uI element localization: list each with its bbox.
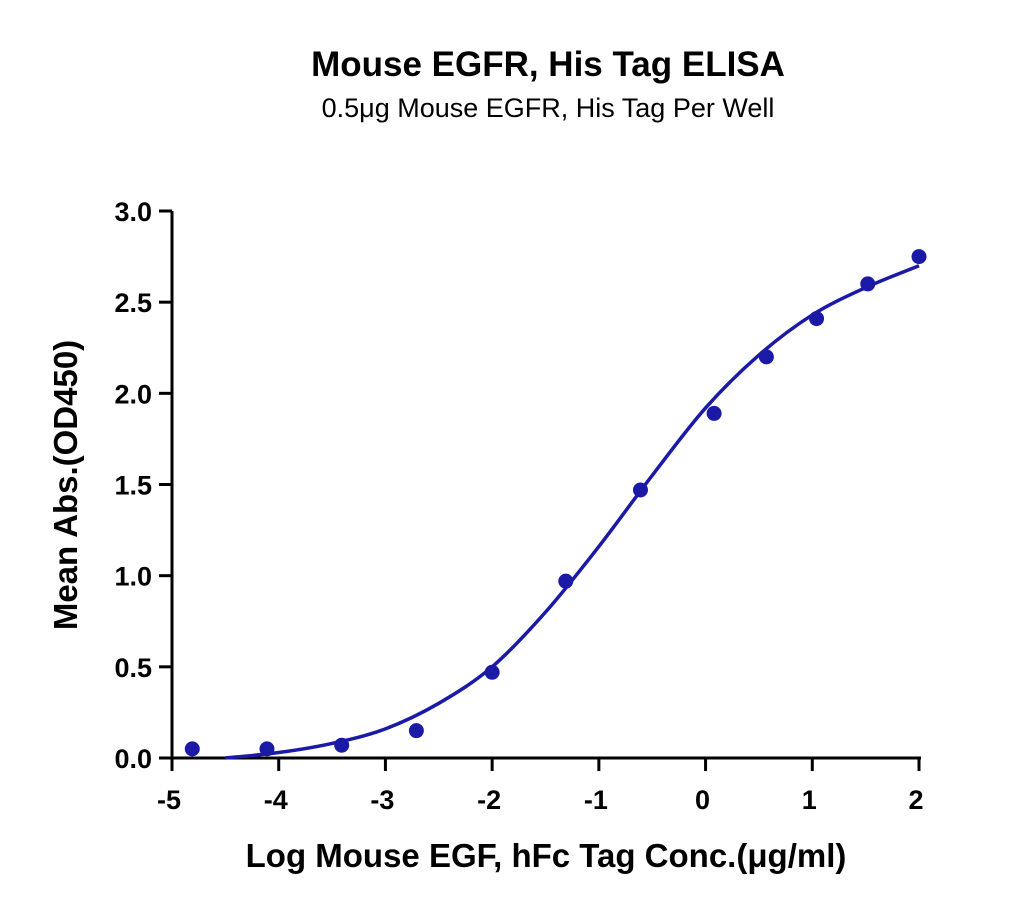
data-point [484, 664, 500, 680]
data-point [758, 349, 774, 365]
x-tick-label: 0 [695, 785, 710, 815]
y-tick-label: 1.0 [114, 562, 152, 592]
x-tick-label: 2 [908, 785, 923, 815]
x-tick-label: 1 [802, 785, 817, 815]
data-point [809, 311, 825, 327]
data-point [911, 249, 927, 265]
y-axis-ticks: 0.0 0.5 1.0 1.5 2.0 2.5 3.0 [114, 197, 172, 774]
data-points [184, 249, 927, 757]
y-tick-label: 1.5 [114, 471, 152, 501]
chart-title: Mouse EGFR, His Tag ELISA [311, 45, 785, 84]
data-point [184, 741, 200, 757]
data-point [408, 723, 424, 739]
x-tick-label: -2 [477, 785, 501, 815]
y-tick-label: 3.0 [114, 197, 152, 227]
data-point [334, 737, 350, 753]
x-tick-label: -1 [584, 785, 608, 815]
y-tick-label: 2.5 [114, 288, 152, 318]
data-point [860, 276, 876, 292]
fit-curve [225, 264, 920, 760]
x-tick-label: -5 [157, 785, 181, 815]
y-tick-label: 0.0 [114, 744, 152, 774]
chart-subtitle: 0.5μg Mouse EGFR, His Tag Per Well [322, 93, 775, 123]
data-point [259, 741, 275, 757]
x-axis-ticks: -5 -4 -3 -2 -1 0 1 2 [157, 758, 924, 815]
y-tick-label: 2.0 [114, 379, 152, 409]
x-tick-label: -3 [370, 785, 394, 815]
data-point [558, 573, 574, 589]
data-point [706, 405, 722, 421]
data-point [632, 482, 648, 498]
y-axis-title: Mean Abs.(OD450) [47, 340, 84, 630]
x-axis-title: Log Mouse EGF, hFc Tag Conc.(μg/ml) [246, 837, 847, 874]
x-tick-label: -4 [264, 785, 288, 815]
y-tick-label: 0.5 [114, 653, 152, 683]
